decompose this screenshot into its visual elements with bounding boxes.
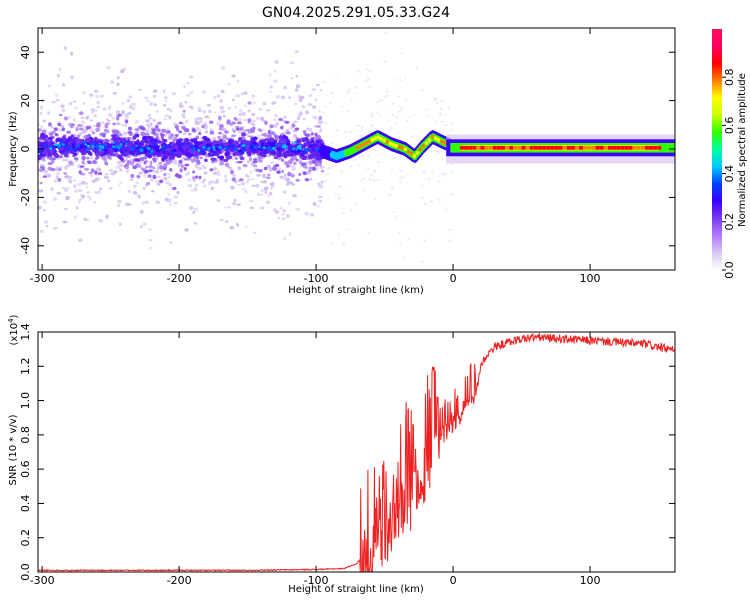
snr-background	[38, 332, 675, 572]
y-tick-label: 0.4	[19, 495, 32, 513]
snr-series-line	[38, 332, 675, 572]
y-tick-label: 1.2	[19, 358, 32, 376]
y-tick-label: 1.0	[19, 392, 32, 410]
x-tick-label: -200	[167, 574, 192, 587]
snr-y-multiplier: (x104)	[7, 314, 20, 345]
colorbar-tick-label: 0.4	[723, 165, 736, 183]
figure-title: GN04.2025.291.05.33.G24	[262, 5, 450, 21]
y-tick-label: 1.4	[19, 323, 32, 341]
x-tick-label: -100	[304, 574, 329, 587]
x-tick-label: -200	[167, 272, 192, 285]
x-tick-label: 100	[580, 272, 601, 285]
snr-frame	[37, 331, 676, 573]
x-tick-label: 100	[580, 574, 601, 587]
spectrogram-x-ticks: -300 -200 -100 0 100	[30, 28, 601, 285]
y-tick-label: 0.2	[19, 529, 32, 547]
y-tick-label: 0.8	[19, 426, 32, 444]
snr-x-ticks: -300 -200 -100 0 100	[30, 332, 601, 587]
x-tick-label: -300	[30, 272, 55, 285]
y-tick-label: 40	[19, 45, 32, 59]
spectrogram-heatmap	[38, 31, 675, 263]
spectrogram-x-label: Height of straight line (km)	[288, 285, 424, 296]
colorbar-tick-label: 0.8	[723, 68, 736, 86]
x-tick-label: -300	[30, 574, 55, 587]
x-tick-label: 0	[450, 574, 457, 587]
colorbar-tick-label: 0.2	[723, 213, 736, 231]
colorbar-gradient	[712, 29, 722, 270]
y-tick-label: -40	[19, 237, 32, 255]
y-tick-label: 20	[19, 94, 32, 108]
snr-panel: -300 -200 -100 0 100 0.0 0.2 0.4 0.6 0.8 1.0 1.2 1.…	[7, 314, 676, 595]
x-tick-label: 0	[450, 272, 457, 285]
spectrogram-y-label: Frequency (Hz)	[8, 111, 19, 187]
y-tick-label: 0.0	[19, 563, 32, 581]
y-tick-label: -20	[19, 188, 32, 206]
colorbar-ticks: 0.0 0.2 0.4 0.6 0.8	[722, 68, 736, 279]
y-tick-label: 0	[19, 146, 32, 153]
x-tick-label: -100	[304, 272, 329, 285]
spectrogram-y-ticks: -40 -20 0 20 40	[19, 45, 675, 255]
colorbar-tick-label: 0.6	[723, 117, 736, 134]
colorbar: 0.0 0.2 0.4 0.6 0.8 Normalized spectral ampl…	[712, 29, 748, 279]
colorbar-label: Normalized spectral amplitude	[737, 73, 748, 227]
snr-y-label: SNR (10 * v/v)	[8, 414, 19, 485]
snr-y-ticks: 0.0 0.2 0.4 0.6 0.8 1.0 1.2 1.4	[19, 323, 675, 581]
snr-x-label: Height of straight line (km)	[288, 584, 424, 595]
colorbar-tick-label: 0.0	[723, 261, 736, 279]
y-tick-label: 0.6	[19, 460, 32, 478]
